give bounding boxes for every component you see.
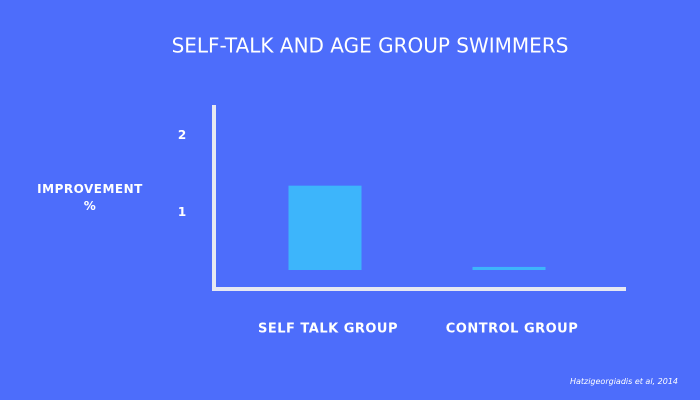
y-tick-label: 2 bbox=[178, 128, 186, 142]
bar bbox=[472, 266, 546, 270]
axis-line bbox=[212, 105, 626, 291]
x-tick-label: SELF TALK GROUP bbox=[258, 322, 398, 337]
bar bbox=[288, 185, 362, 270]
source-note: Hatzigeorgiadis et al, 2014 bbox=[569, 377, 678, 386]
y-axis-label: IMPROVEMENT % bbox=[37, 182, 143, 213]
y-tick-label: 1 bbox=[178, 205, 186, 219]
chart-title: SELF-TALK AND AGE GROUP SWIMMERS bbox=[172, 34, 569, 58]
x-tick-label: CONTROL GROUP bbox=[446, 322, 579, 337]
